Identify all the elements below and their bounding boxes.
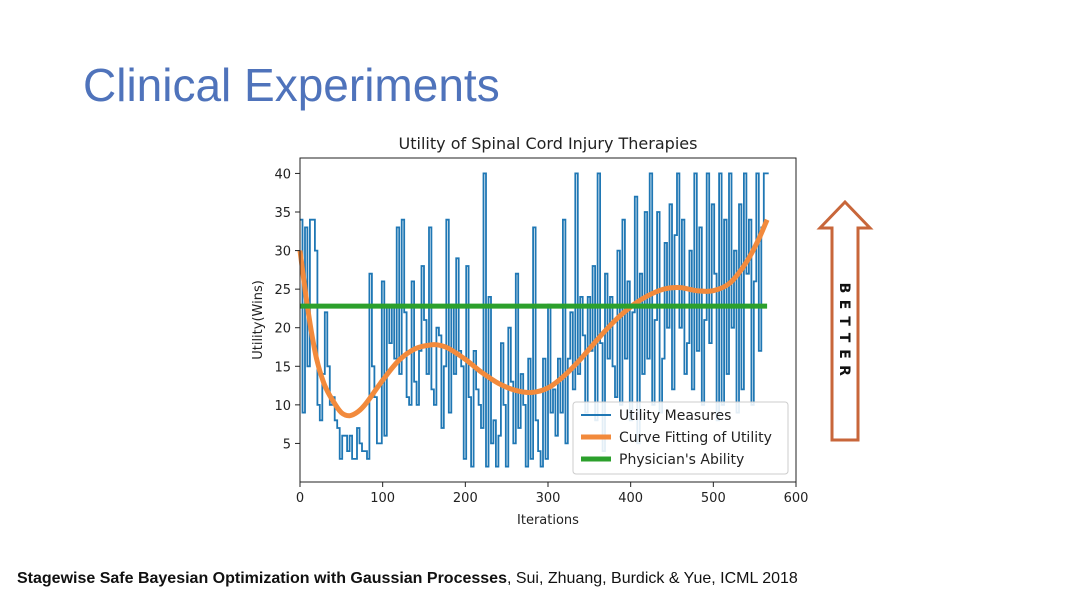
y-tick-label: 5 — [283, 437, 291, 452]
axes-layer: 0 100 200 300 400 500 600 5 10 15 20 25 30 35 40 — [274, 157, 809, 506]
y-tick-label: 35 — [274, 206, 291, 221]
better-letter: E — [836, 349, 852, 359]
x-tick-label: 200 — [453, 491, 478, 506]
series-curve-fitting — [297, 218, 770, 419]
legend-label: Utility Measures — [619, 408, 731, 424]
x-tick-label: 500 — [701, 491, 726, 506]
series-utility-measures — [300, 172, 769, 468]
citation-authors: , Sui, Zhuang, Burdick & Yue, ICML 2018 — [506, 570, 798, 587]
x-axis-label: Iterations — [517, 513, 579, 528]
legend-label: Physician's Ability — [619, 452, 744, 468]
y-tick-label: 10 — [274, 399, 291, 414]
x-tick-label: 100 — [370, 491, 395, 506]
legend: Utility Measures Curve Fitting of Utility… — [572, 401, 789, 475]
up-arrow-icon — [816, 199, 874, 442]
y-tick-label: 40 — [274, 167, 291, 182]
y-tick-label: 15 — [274, 360, 291, 375]
series-layer — [297, 172, 770, 468]
citation: Stagewise Safe Bayesian Optimization wit… — [17, 570, 798, 588]
x-tick-label: 400 — [618, 491, 643, 506]
better-letter: T — [836, 316, 852, 326]
x-tick-label: 0 — [296, 491, 304, 506]
y-tick-label: 20 — [274, 322, 291, 337]
citation-title: Stagewise Safe Bayesian Optimization wit… — [17, 570, 507, 587]
y-tick-label: 30 — [274, 245, 291, 260]
x-tick-label: 600 — [784, 491, 809, 506]
y-axis-label: Utility(Wins) — [251, 280, 266, 360]
chart-title: Utility of Spinal Cord Injury Therapies — [399, 134, 698, 153]
better-letter: T — [836, 333, 852, 343]
y-tick-label: 25 — [274, 283, 291, 298]
better-letter: E — [836, 300, 852, 310]
slide-title: Clinical Experiments — [83, 59, 500, 111]
better-letter: B — [836, 283, 852, 294]
legend-box — [572, 401, 789, 475]
legend-label: Curve Fitting of Utility — [619, 430, 772, 446]
better-letter: R — [836, 365, 852, 376]
x-tick-label: 300 — [536, 491, 561, 506]
